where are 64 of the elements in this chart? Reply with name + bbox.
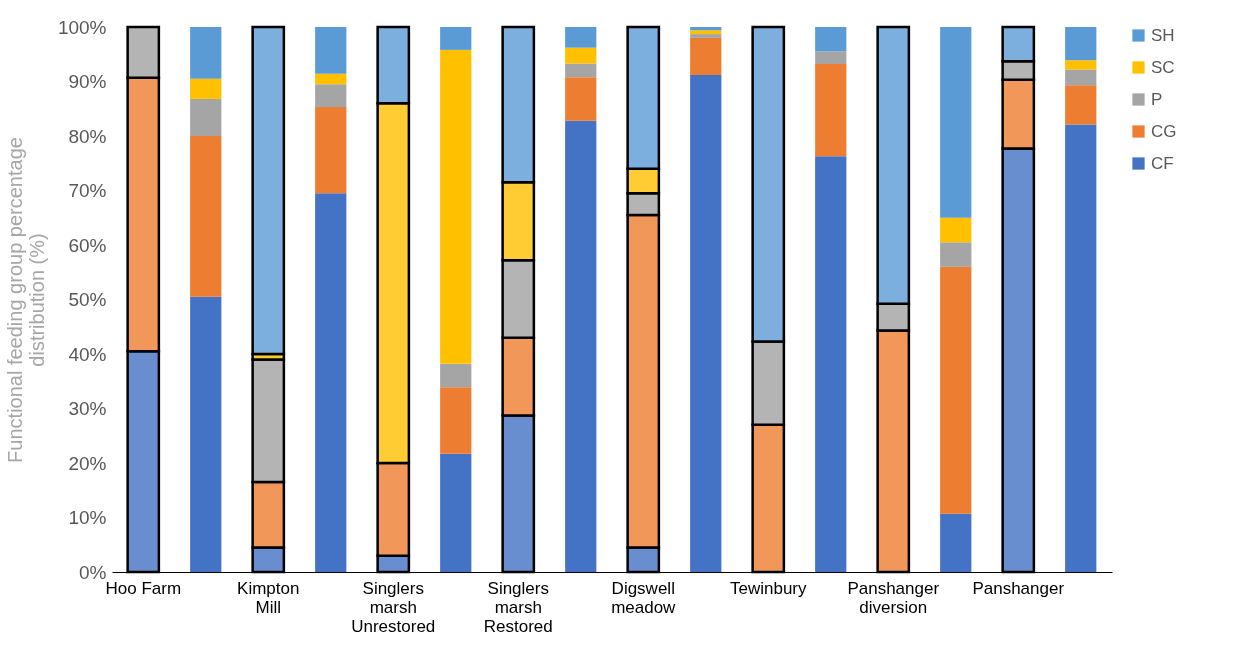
bar — [440, 49, 472, 364]
bar — [565, 120, 597, 572]
bar — [190, 136, 222, 297]
y-tick-label: 70% — [68, 180, 107, 201]
x-tick-label: Kimpton Mill — [237, 578, 300, 617]
bar — [190, 296, 222, 572]
y-tick-label: 40% — [68, 343, 107, 365]
bar — [1065, 85, 1097, 125]
bar — [1065, 69, 1097, 86]
bar — [315, 27, 347, 74]
y-axis-title: Functional feeding group percentage distribution (%) — [3, 137, 48, 463]
bar — [565, 47, 597, 64]
bar — [315, 107, 347, 194]
x-tick-label: Panshanger diversion — [847, 578, 940, 617]
bar — [815, 51, 847, 65]
bar — [940, 242, 972, 267]
legend-label: SH — [1151, 25, 1175, 45]
bar — [440, 363, 472, 388]
y-tick-label: 30% — [68, 398, 107, 419]
bar — [190, 78, 222, 99]
y-tick-label: 0% — [79, 561, 107, 583]
bar — [1065, 60, 1097, 70]
bar — [940, 266, 972, 514]
x-tick-label: Tewinbury — [729, 578, 808, 598]
bar — [1065, 27, 1097, 61]
x-tick-label: Singlers marsh Unrestored — [351, 578, 436, 636]
bar — [440, 453, 472, 572]
legend-label: CF — [1151, 153, 1174, 173]
bar — [940, 513, 972, 572]
bar — [315, 193, 347, 572]
bar — [940, 27, 972, 218]
y-tick-label: 50% — [68, 289, 107, 310]
bar — [565, 77, 597, 121]
y-tick-label: 20% — [68, 452, 107, 474]
bar — [190, 27, 222, 79]
x-tick-label: Hoo Farm — [105, 578, 182, 598]
x-tick-label: Panshanger — [972, 578, 1065, 598]
bar — [315, 73, 347, 85]
bar — [565, 27, 597, 48]
bar — [815, 64, 847, 157]
bar — [690, 27, 722, 31]
x-tick-label: Digswell meadow — [611, 578, 677, 617]
y-tick-label: 60% — [68, 234, 107, 256]
bar — [690, 74, 722, 572]
bar — [440, 27, 472, 50]
y-tick-label: 80% — [68, 125, 107, 147]
bar — [190, 98, 222, 136]
bar — [690, 37, 722, 75]
legend-label: SC — [1151, 57, 1175, 77]
y-tick-label: 90% — [68, 71, 107, 92]
bar — [940, 217, 972, 243]
bar — [565, 63, 597, 78]
legend-label: CG — [1151, 121, 1177, 141]
bar — [815, 27, 847, 52]
bar — [690, 30, 722, 35]
x-tick-label: Singlers marsh Restored — [483, 578, 553, 636]
bar — [815, 156, 847, 572]
y-tick-label: 10% — [68, 507, 107, 528]
bar — [315, 84, 347, 108]
y-tick-label: 100% — [57, 16, 107, 38]
legend-label: P — [1151, 89, 1163, 109]
bar — [690, 34, 722, 38]
bar — [440, 387, 472, 454]
bar — [1065, 124, 1097, 572]
